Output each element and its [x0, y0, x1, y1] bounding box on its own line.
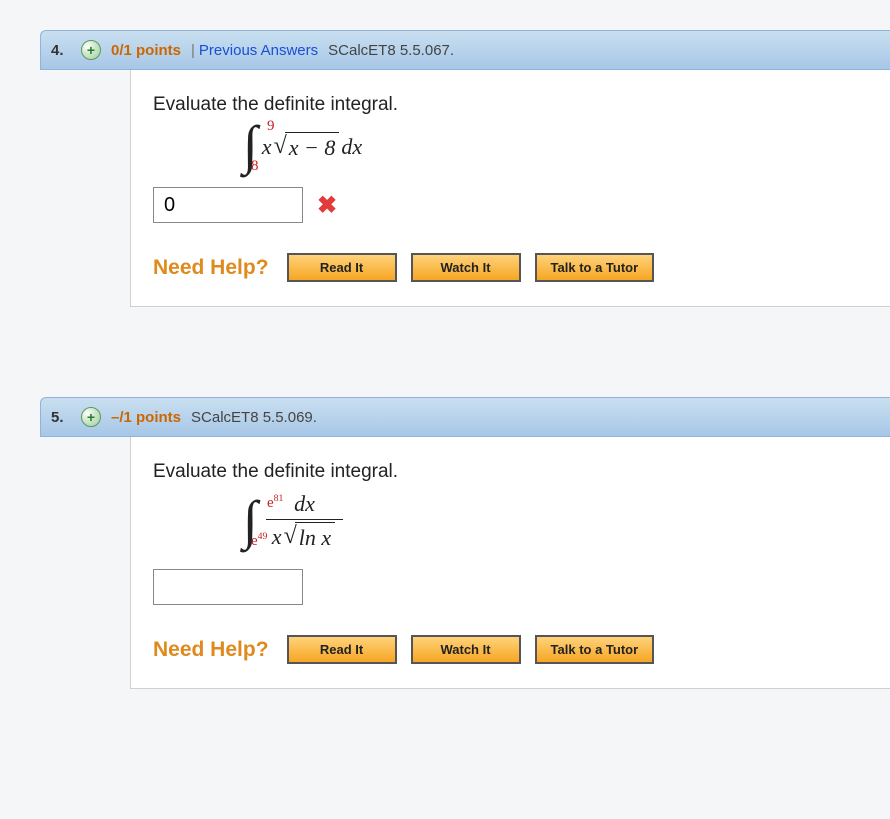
sqrt: √ x − 8: [274, 132, 340, 161]
wrong-icon: ✖: [317, 191, 337, 220]
question-number: 5.: [51, 409, 81, 426]
integral-expression: ∫ 9 8 x √ x − 8 dx: [243, 124, 868, 169]
watch-it-button[interactable]: Watch It: [411, 635, 521, 664]
question-body: Evaluate the definite integral. ∫ e81 e4…: [130, 437, 890, 689]
previous-answers-link[interactable]: Previous Answers: [199, 42, 318, 59]
lower-limit: e49: [251, 531, 267, 550]
integrand: x √ x − 8 dx: [262, 132, 362, 161]
question-header: 4. + 0/1 points | Previous Answers SCalc…: [40, 30, 890, 70]
need-help-label: Need Help?: [153, 638, 269, 662]
denominator: x √ ln x: [266, 519, 343, 551]
points-label: –/1 points: [111, 409, 181, 426]
answer-row: [153, 569, 868, 605]
question-body: Evaluate the definite integral. ∫ 9 8 x …: [130, 70, 890, 307]
question-ref: SCalcET8 5.5.069.: [191, 409, 317, 426]
numerator: dx: [288, 491, 321, 519]
integral-sign: ∫ 9 8: [243, 124, 258, 169]
read-it-button[interactable]: Read It: [287, 635, 397, 664]
integral-sign: ∫ e81 e49: [243, 499, 258, 544]
expand-icon[interactable]: +: [81, 407, 101, 427]
read-it-button[interactable]: Read It: [287, 253, 397, 282]
integrand-pre: x: [262, 134, 272, 160]
answer-row: ✖: [153, 187, 868, 223]
question-5: 5. + –/1 points SCalcET8 5.5.069. Evalua…: [40, 397, 890, 689]
watch-it-button[interactable]: Watch It: [411, 253, 521, 282]
radicand: x − 8: [285, 132, 340, 161]
points-label: 0/1 points: [111, 42, 181, 59]
question-prompt: Evaluate the definite integral.: [153, 461, 868, 483]
talk-to-tutor-button[interactable]: Talk to a Tutor: [535, 635, 655, 664]
question-number: 4.: [51, 42, 81, 59]
dx: dx: [341, 134, 362, 160]
expand-icon[interactable]: +: [81, 40, 101, 60]
question-prompt: Evaluate the definite integral.: [153, 94, 868, 116]
answer-input[interactable]: [153, 187, 303, 223]
sqrt: √ ln x: [284, 522, 336, 551]
upper-limit: 9: [267, 118, 275, 135]
question-header: 5. + –/1 points SCalcET8 5.5.069.: [40, 397, 890, 437]
help-row: Need Help? Read It Watch It Talk to a Tu…: [153, 253, 868, 282]
question-4: 4. + 0/1 points | Previous Answers SCalc…: [40, 30, 890, 307]
upper-limit: e81: [267, 493, 283, 512]
talk-to-tutor-button[interactable]: Talk to a Tutor: [535, 253, 655, 282]
question-ref: SCalcET8 5.5.067.: [328, 42, 454, 59]
answer-input[interactable]: [153, 569, 303, 605]
lower-limit: 8: [251, 158, 259, 175]
den-pre: x: [272, 524, 282, 550]
need-help-label: Need Help?: [153, 256, 269, 280]
divider: |: [191, 42, 195, 59]
help-row: Need Help? Read It Watch It Talk to a Tu…: [153, 635, 868, 664]
integral-expression: ∫ e81 e49 dx x √: [243, 491, 868, 551]
radicand: ln x: [295, 522, 335, 551]
